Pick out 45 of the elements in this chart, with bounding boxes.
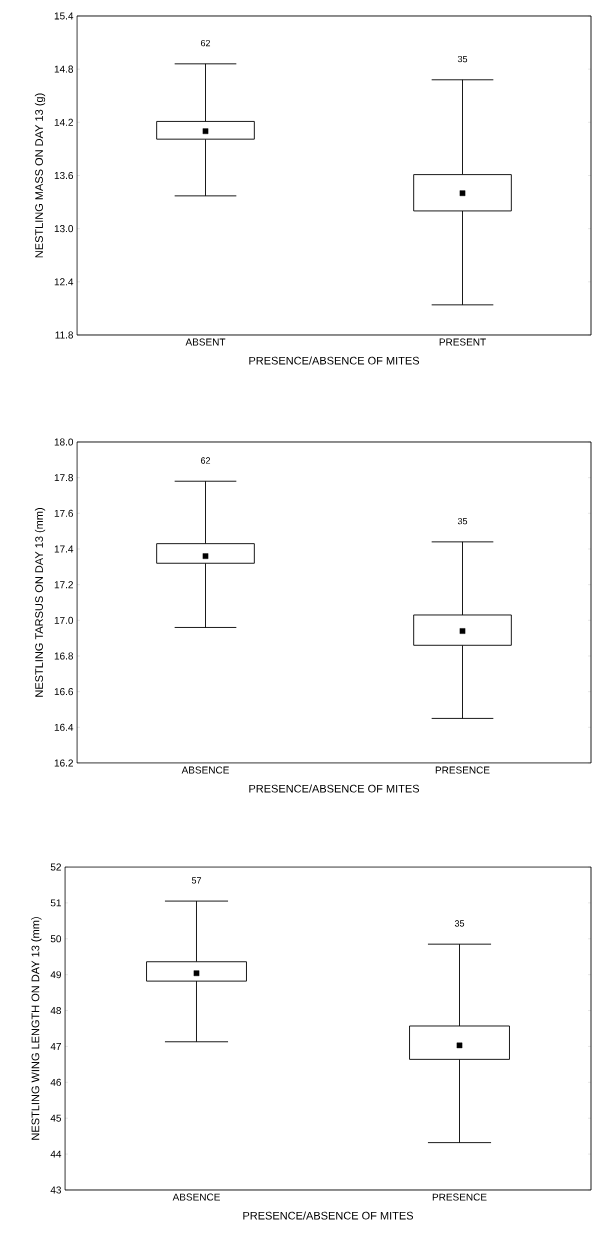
annotation: 62 [200,39,211,47]
y-tick-label: 12.4 [54,278,74,286]
y-axis-title: NESTLING TARSUS ON DAY 13 (mm) [34,508,46,697]
x-axis-title: PRESENCE/ABSENCE OF MITES [243,1211,414,1220]
y-tick-label: 49 [50,971,61,979]
y-tick-label: 16.8 [54,652,74,660]
x-tick-label: ABSENT [185,338,226,346]
x-axis-title: PRESENCE/ABSENCE OF MITES [249,784,420,793]
annotation: 57 [191,877,202,884]
y-tick-label: 13.0 [54,225,74,233]
y-tick-label: 16.6 [54,688,74,696]
x-tick-label: ABSENCE [181,766,229,774]
y-tick-label: 13.6 [54,171,74,180]
y-tick-label: 50 [50,935,62,943]
x-tick-label: PRESENCE [432,1193,487,1201]
y-tick-label: 44 [50,1150,62,1158]
y-tick-label: 15.4 [54,12,74,20]
y-axis-title: NESTLING MASS ON DAY 13 (g) [34,93,46,258]
y-tick-label: 51 [50,899,61,907]
x-tick-label: PRESENT [439,338,486,346]
annotation: 35 [457,55,468,63]
y-axis-title: NESTLING WING LENGTH ON DAY 13 (mm) [31,917,42,1140]
y-tick-label: 17.4 [54,545,74,553]
x-tick-label: PRESENCE [435,766,490,774]
annotation: 35 [454,920,465,927]
y-tick-label: 43 [50,1186,62,1194]
y-tick-label: 47 [50,1043,61,1050]
annotation: 35 [457,517,468,525]
y-tick-label: 17.6 [54,509,74,517]
y-tick-label: 48 [50,1007,62,1015]
y-tick-label: 14.2 [54,118,73,126]
x-axis-title: PRESENCE/ABSENCE OF MITES [249,356,420,365]
y-tick-label: 45 [50,1114,62,1122]
x-tick-label: ABSENCE [172,1193,220,1201]
y-tick-label: 17.0 [54,616,74,624]
y-tick-label: 52 [50,863,61,871]
y-tick-label: 11.8 [55,331,74,339]
y-tick-label: 17.8 [54,474,74,482]
y-tick-label: 17.2 [54,581,73,589]
y-tick-label: 16.2 [54,759,73,767]
y-tick-label: 46 [50,1078,62,1086]
y-tick-label: 16.4 [54,723,74,731]
y-tick-label: 18.0 [54,438,74,446]
y-tick-label: 14.8 [54,65,74,73]
annotation: 62 [200,457,211,464]
